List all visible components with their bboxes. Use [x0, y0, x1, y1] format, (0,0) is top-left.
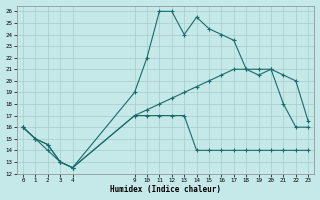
X-axis label: Humidex (Indice chaleur): Humidex (Indice chaleur) [110, 185, 221, 194]
